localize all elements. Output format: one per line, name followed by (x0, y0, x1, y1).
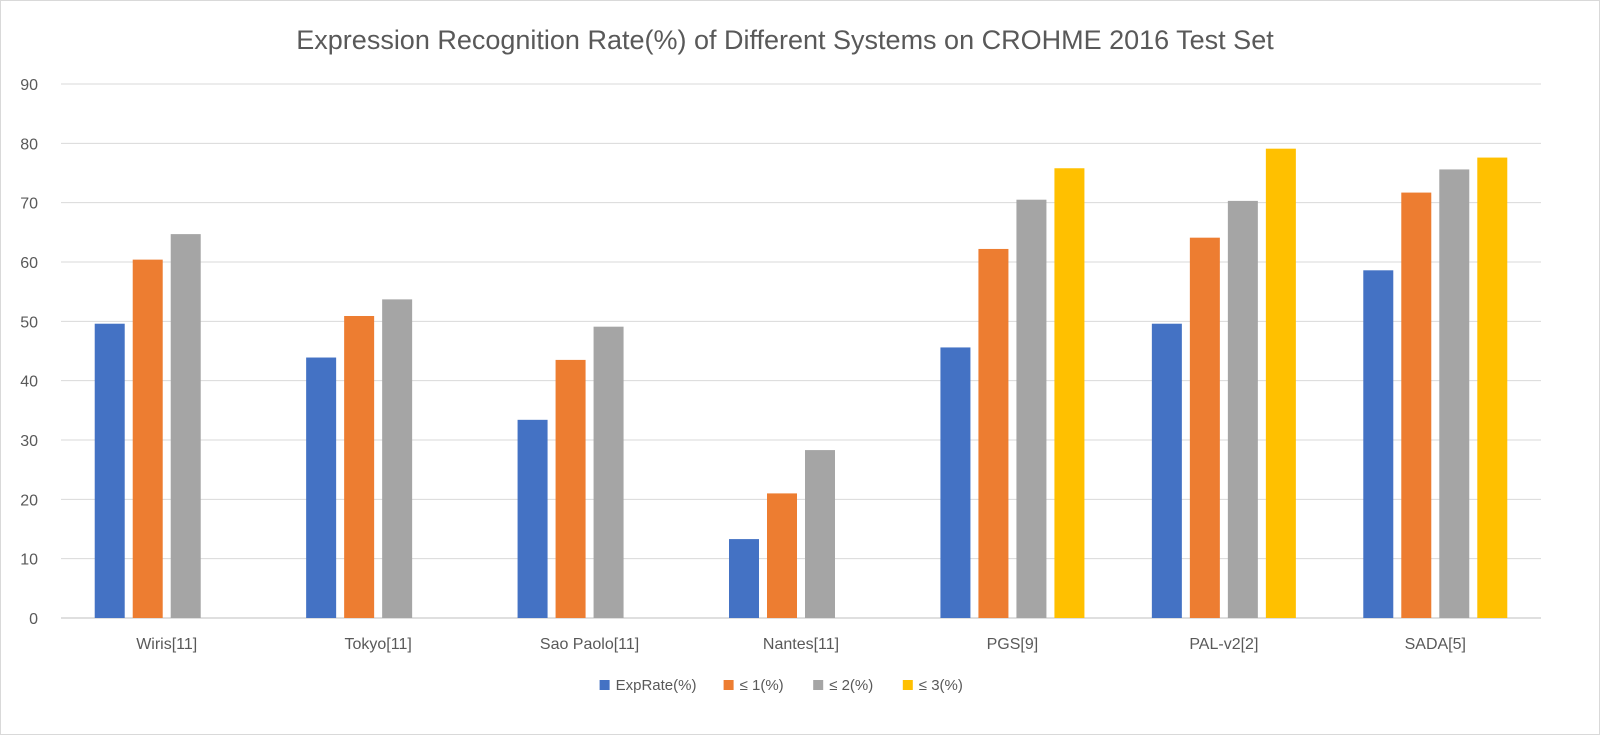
legend-item: ≤ 1(%) (723, 677, 784, 694)
bar (382, 299, 413, 618)
y-tick-label: 40 (20, 374, 38, 391)
legend-swatch (902, 680, 913, 690)
bar (593, 326, 624, 618)
bar (306, 357, 337, 618)
y-tick-label: 50 (20, 314, 38, 331)
bar (555, 359, 586, 618)
bar (132, 259, 163, 618)
y-tick-label: 70 (20, 196, 38, 213)
bar (1439, 169, 1470, 618)
bars (94, 148, 1508, 619)
bar (1151, 323, 1182, 618)
x-category-label: PAL-v2[2] (1189, 636, 1258, 653)
legend: ExpRate(%) ≤ 1(%) ≤ 2(%) ≤ 3(%) (599, 677, 963, 694)
bar (1016, 199, 1047, 618)
bar (805, 450, 835, 618)
bar (170, 234, 201, 618)
bar (517, 419, 548, 618)
bar (978, 248, 1009, 619)
bar (1265, 148, 1296, 618)
y-tick-label: 80 (20, 136, 38, 153)
x-category-label: SADA[5] (1405, 636, 1466, 653)
y-tick-label: 30 (20, 433, 38, 450)
x-category-label: Tokyo[11] (344, 636, 411, 653)
bar (1189, 237, 1220, 618)
y-tick-label: 60 (20, 255, 38, 272)
legend-item: ≤ 3(%) (902, 677, 963, 694)
bar (767, 493, 797, 618)
y-axis-ticks: 0 10 20 30 40 50 60 70 80 90 (20, 77, 38, 628)
bar (1227, 200, 1258, 619)
legend-swatch (813, 680, 824, 690)
bar (1401, 192, 1432, 618)
chart-title: Expression Recognition Rate(%) of Differ… (296, 25, 1274, 55)
legend-item: ≤ 2(%) (813, 677, 873, 694)
bar (1363, 270, 1394, 618)
gridlines (61, 83, 1541, 619)
x-axis-categories: Wiris[11] Tokyo[11] Sao Paolo[11] Nantes[11… (136, 636, 1466, 653)
bar (344, 315, 375, 618)
x-category-label: PGS[9] (987, 636, 1039, 653)
y-tick-label: 90 (20, 77, 38, 94)
bar (1477, 157, 1508, 618)
x-category-label: Wiris[11] (136, 636, 197, 653)
legend-label: ≤ 3(%) (919, 677, 963, 694)
legend-label: ≤ 1(%) (740, 677, 784, 694)
legend-item: ExpRate(%) (599, 677, 697, 694)
bar (94, 323, 125, 618)
y-tick-label: 20 (20, 492, 38, 509)
bar (940, 347, 971, 618)
y-tick-label: 10 (20, 552, 38, 569)
bar (1054, 168, 1085, 618)
legend-label: ≤ 2(%) (829, 677, 873, 694)
legend-swatch (599, 680, 610, 690)
x-category-label: Sao Paolo[11] (540, 636, 639, 653)
legend-swatch (723, 680, 734, 690)
x-category-label: Nantes[11] (763, 636, 839, 653)
bar (729, 539, 759, 618)
legend-label: ExpRate(%) (616, 677, 697, 694)
y-tick-label: 0 (29, 611, 38, 628)
